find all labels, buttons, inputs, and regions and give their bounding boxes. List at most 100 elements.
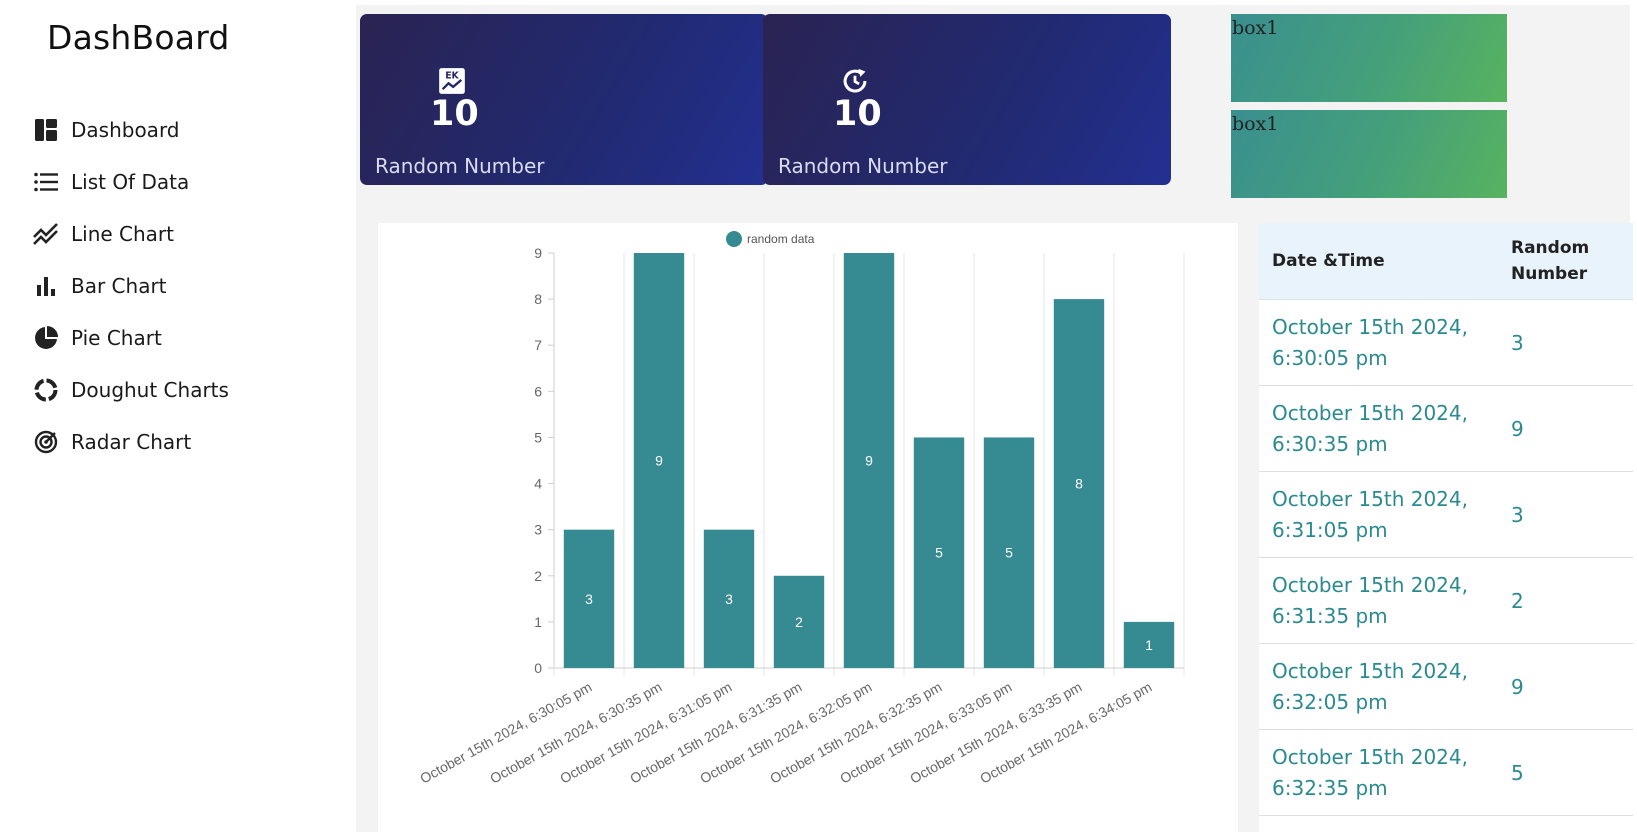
sidebar-item-bar-chart[interactable]: Bar Chart: [33, 260, 229, 312]
sidebar: DashBoard Dashboard List Of Data Line Ch…: [0, 0, 356, 832]
card-label: Random Number: [778, 154, 948, 178]
cell-random-number: 3: [1498, 299, 1633, 386]
green-box: box1: [1231, 110, 1507, 198]
donut-chart-icon: [33, 377, 59, 403]
radar-chart-icon: [33, 429, 59, 455]
sidebar-item-donut-charts[interactable]: Doughut Charts: [33, 364, 229, 416]
sidebar-item-label: List Of Data: [71, 170, 190, 194]
cell-datetime: October 15th 2024, 6:31:05 pm: [1259, 471, 1498, 558]
cell-datetime: October 15th 2024, 6:30:35 pm: [1259, 385, 1498, 472]
table-row: October 15th 2024, 6:31:05 pm 3: [1259, 471, 1633, 558]
bar-value-label: 9: [655, 453, 663, 469]
cell-random-number: 3: [1498, 471, 1633, 558]
bar-value-label: 3: [725, 591, 733, 607]
bar-value-label: 5: [935, 545, 943, 561]
table-row: October 15th 2024, 6:30:35 pm 9: [1259, 385, 1633, 472]
cell-random-number: 2: [1498, 557, 1633, 644]
bar-value-label: 3: [585, 591, 593, 607]
bar[interactable]: [1123, 621, 1175, 668]
cell-date-line: October 15th 2024,: [1272, 744, 1468, 769]
sidebar-item-list-of-data[interactable]: List Of Data: [33, 156, 229, 208]
bar-value-label: 2: [795, 614, 803, 630]
bar[interactable]: [563, 529, 615, 668]
data-table: Date &Time Random Number October 15th 20…: [1259, 223, 1633, 816]
data-table-panel: Date &Time Random Number October 15th 20…: [1259, 223, 1633, 837]
sidebar-item-dashboard[interactable]: Dashboard: [33, 104, 229, 156]
stat-card: 10 Random Number: [763, 14, 1171, 185]
y-tick-label: 3: [534, 522, 542, 538]
y-tick-label: 0: [534, 660, 542, 676]
bar[interactable]: [703, 529, 755, 668]
y-tick-label: 8: [534, 291, 542, 307]
box-label: box1: [1232, 113, 1279, 135]
cell-datetime: October 15th 2024, 6:31:35 pm: [1259, 557, 1498, 644]
bar[interactable]: [1053, 299, 1105, 668]
cell-time-line: 6:30:05 pm: [1272, 345, 1388, 370]
main-content: EK 10 Random Number 10 Random Number box…: [356, 5, 1633, 837]
sidebar-item-pie-chart[interactable]: Pie Chart: [33, 312, 229, 364]
sidebar-item-label: Line Chart: [71, 222, 174, 246]
stat-card: EK 10 Random Number: [360, 14, 768, 185]
bar[interactable]: [983, 437, 1035, 668]
sidebar-item-line-chart[interactable]: Line Chart: [33, 208, 229, 260]
legend-swatch[interactable]: [726, 231, 742, 247]
header-line: Random: [1511, 238, 1590, 258]
bar[interactable]: [633, 253, 685, 668]
cell-time-line: 6:30:35 pm: [1272, 431, 1388, 456]
sidebar-item-label: Pie Chart: [71, 326, 162, 350]
chart-badge-icon: EK: [439, 68, 465, 94]
cell-random-number: 5: [1498, 729, 1633, 816]
bar-value-label: 1: [1145, 637, 1153, 653]
cell-date-line: October 15th 2024,: [1272, 400, 1468, 425]
cell-datetime: October 15th 2024, 6:32:05 pm: [1259, 643, 1498, 730]
sidebar-nav: Dashboard List Of Data Line Chart Bar Ch…: [33, 104, 229, 468]
line-chart-icon: [33, 221, 59, 247]
y-tick-label: 6: [534, 383, 542, 399]
column-header-random-number: Random Number: [1498, 223, 1633, 300]
legend-label[interactable]: random data: [747, 232, 815, 246]
table-header-row: Date &Time Random Number: [1259, 223, 1633, 300]
sidebar-item-radar-chart[interactable]: Radar Chart: [33, 416, 229, 468]
bar[interactable]: [913, 437, 965, 668]
card-value: 10: [833, 94, 882, 134]
pie-chart-icon: [33, 325, 59, 351]
y-tick-label: 5: [534, 429, 542, 445]
cell-datetime: October 15th 2024, 6:30:05 pm: [1259, 299, 1498, 386]
table-row: October 15th 2024, 6:32:35 pm 5: [1259, 729, 1633, 816]
refresh-clock-icon: [843, 68, 867, 93]
svg-text:EK: EK: [445, 71, 459, 82]
dashboard-icon: [33, 117, 59, 143]
card-value: 10: [430, 94, 479, 134]
sidebar-item-label: Bar Chart: [71, 274, 167, 298]
cell-datetime: October 15th 2024, 6:32:35 pm: [1259, 729, 1498, 816]
cell-random-number: 9: [1498, 385, 1633, 472]
cell-date-line: October 15th 2024,: [1272, 314, 1468, 339]
bar[interactable]: [773, 575, 825, 668]
cell-time-line: 6:31:05 pm: [1272, 517, 1388, 542]
table-row: October 15th 2024, 6:30:05 pm 3: [1259, 299, 1633, 386]
brand-title: DashBoard: [47, 18, 230, 57]
cell-time-line: 6:32:05 pm: [1272, 689, 1388, 714]
sidebar-item-label: Radar Chart: [71, 430, 192, 454]
sidebar-item-label: Dashboard: [71, 118, 180, 142]
table-row: October 15th 2024, 6:31:35 pm 2: [1259, 557, 1633, 644]
bar-chart-icon: [33, 273, 59, 299]
cell-random-number: 9: [1498, 643, 1633, 730]
cell-time-line: 6:32:35 pm: [1272, 775, 1388, 800]
cell-date-line: October 15th 2024,: [1272, 486, 1468, 511]
cell-date-line: October 15th 2024,: [1272, 658, 1468, 683]
bar[interactable]: [843, 253, 895, 668]
green-box: box1: [1231, 14, 1507, 102]
y-tick-label: 4: [534, 476, 542, 492]
cell-time-line: 6:31:35 pm: [1272, 603, 1388, 628]
bar-value-label: 5: [1005, 545, 1013, 561]
sidebar-item-label: Doughut Charts: [71, 378, 229, 402]
table-row: October 15th 2024, 6:32:05 pm 9: [1259, 643, 1633, 730]
bar-value-label: 8: [1075, 476, 1083, 492]
header-line: Number: [1511, 264, 1588, 284]
y-tick-label: 7: [534, 337, 542, 353]
list-icon: [33, 169, 59, 195]
y-tick-label: 1: [534, 614, 542, 630]
